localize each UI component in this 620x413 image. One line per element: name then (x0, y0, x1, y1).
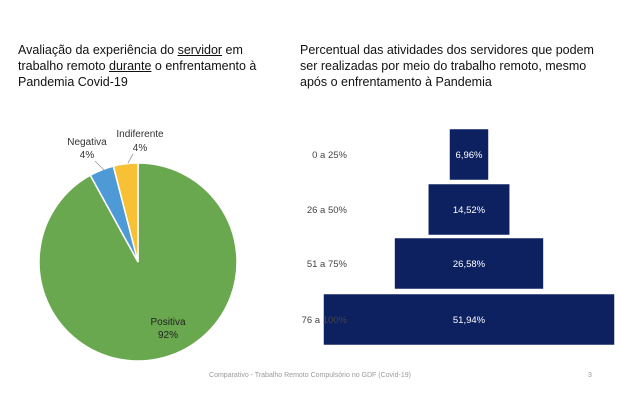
footer-text: Comparativo - Trabalho Remoto Compulsóri… (209, 372, 411, 379)
page-number: 3 (588, 372, 592, 379)
funnel-value-label: 26,58% (453, 259, 486, 270)
funnel-category-label: 0 a 25% (312, 150, 347, 161)
pie-leader-line-indiferente (127, 153, 134, 164)
pie-label-indiferente: Indiferente (116, 129, 164, 140)
funnel-bar (394, 237, 544, 290)
funnel-chart-title: Percentual das atividades dos servidores… (300, 43, 594, 89)
pie-leader-line-negativa (94, 160, 105, 171)
funnel-bar (449, 128, 489, 181)
pie-slice-indiferente (112, 162, 139, 263)
funnel-category-label: 51 a 75% (307, 259, 348, 270)
pie-value-negativa: 4% (80, 150, 95, 161)
pie-value-positiva: 92% (158, 330, 178, 341)
pie-label-negativa: Negativa (67, 137, 107, 148)
funnel-category-label: 76 a 100% (302, 315, 348, 326)
funnel-category-label: 26 a 50% (307, 205, 348, 216)
pie-label-positiva: Positiva (150, 317, 185, 328)
funnel-value-label: 14,52% (453, 205, 486, 216)
funnel-bar (428, 183, 510, 236)
funnel-bar (323, 293, 615, 346)
funnel-value-label: 51,94% (453, 315, 486, 326)
pie-value-indiferente: 4% (133, 143, 148, 154)
pie-chart-title: Avaliação da experiência do servidor em … (18, 43, 257, 89)
funnel-value-label: 6,96% (456, 150, 483, 161)
